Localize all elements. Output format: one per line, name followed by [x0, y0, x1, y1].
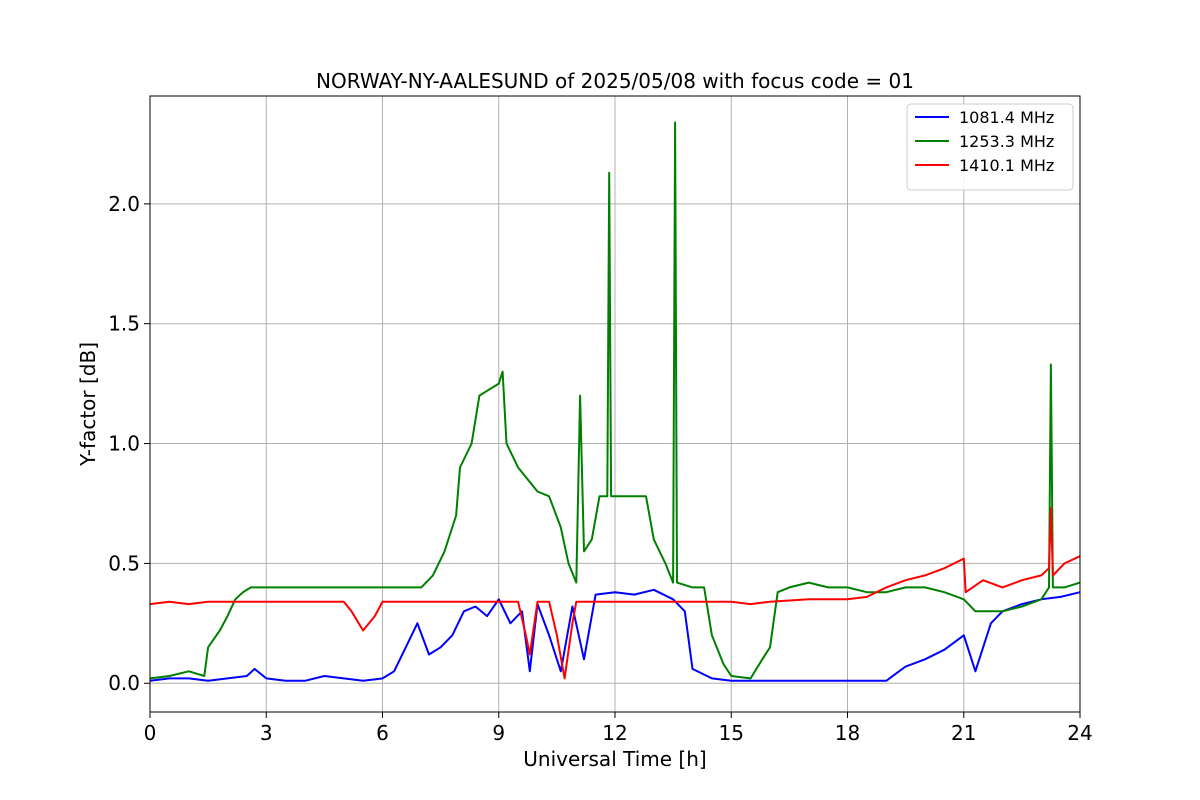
x-tick-label: 18 [835, 721, 860, 745]
chart-title: NORWAY-NY-AALESUND of 2025/05/08 with fo… [316, 69, 914, 93]
y-tick-label: 1.0 [108, 432, 140, 456]
legend-label: 1253.3 MHz [959, 132, 1054, 151]
series-line-1 [149, 588, 1081, 682]
x-tick-label: 6 [376, 721, 389, 745]
series-line-3 [149, 507, 1081, 680]
x-tick-label: 9 [492, 721, 505, 745]
y-tick-label: 2.0 [108, 192, 140, 216]
x-tick-label: 0 [144, 721, 157, 745]
y-tick-label: 0.0 [108, 671, 140, 695]
legend: 1081.4 MHz 1253.3 MHz 1410.1 MHz [906, 103, 1074, 191]
y-tick-label: 0.5 [108, 551, 140, 575]
tick-layer: 0 3 6 9 12 15 18 21 24 0.0 0.5 1.0 1.5 2.0 [108, 192, 1093, 745]
x-axis-label: Universal Time [h] [523, 747, 706, 771]
x-tick-label: 24 [1067, 721, 1092, 745]
x-tick-label: 21 [951, 721, 976, 745]
y-tick-label: 1.5 [108, 312, 140, 336]
y-axis-label: Y-factor [dB] [76, 342, 100, 467]
series-line-2 [149, 121, 1081, 680]
legend-label: 1410.1 MHz [959, 156, 1054, 175]
legend-box [906, 103, 1074, 191]
x-tick-label: 15 [719, 721, 744, 745]
legend-label: 1081.4 MHz [959, 108, 1054, 127]
x-tick-label: 12 [602, 721, 627, 745]
x-tick-label: 3 [260, 721, 273, 745]
series-layer [149, 121, 1081, 682]
